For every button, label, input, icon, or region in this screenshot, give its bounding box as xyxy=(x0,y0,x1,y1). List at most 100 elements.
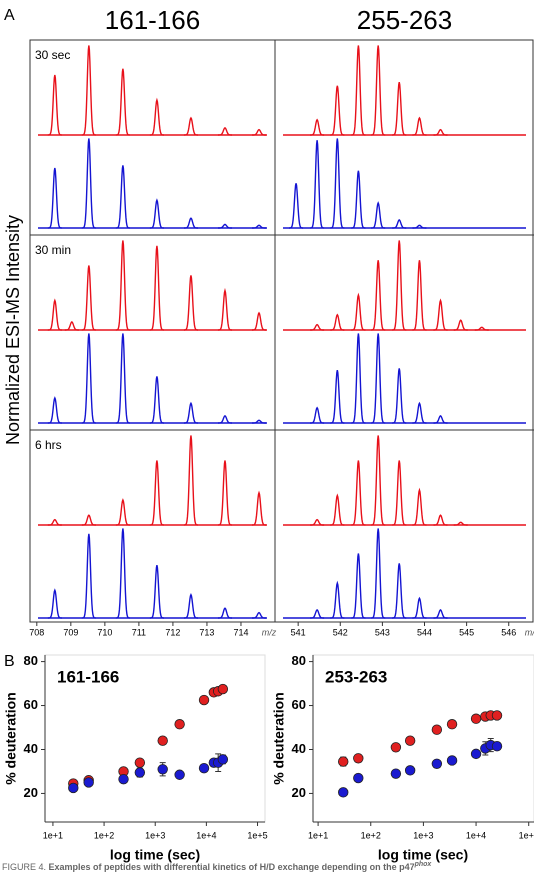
peak xyxy=(392,240,407,331)
peak xyxy=(81,533,96,619)
y-tick-label: 40 xyxy=(292,741,306,756)
peak xyxy=(392,460,407,526)
peak xyxy=(81,265,96,331)
chart-title: 255-263 xyxy=(357,5,452,35)
peak xyxy=(330,370,345,424)
peak xyxy=(47,396,62,424)
x-tick-label: 1e+4 xyxy=(196,830,216,840)
peak xyxy=(310,406,325,424)
peak xyxy=(412,596,427,619)
peak xyxy=(47,588,62,619)
peak xyxy=(371,201,386,229)
peak xyxy=(310,518,325,526)
peak xyxy=(351,45,366,136)
point xyxy=(446,719,458,730)
point xyxy=(353,772,364,784)
point xyxy=(404,765,416,776)
peak xyxy=(310,140,325,229)
x-tick-label: 1e+3 xyxy=(413,830,433,840)
peak xyxy=(217,223,232,229)
peak xyxy=(371,333,386,424)
peak xyxy=(392,219,407,229)
peak xyxy=(371,528,386,619)
point xyxy=(390,742,402,753)
y-tick-label: 40 xyxy=(24,741,38,756)
peak xyxy=(252,611,267,619)
point xyxy=(470,713,482,724)
peak xyxy=(392,368,407,424)
peak xyxy=(351,170,366,229)
point xyxy=(198,762,210,774)
x-axis-title: log time (sec) xyxy=(378,847,468,863)
x-axis-title: m/z xyxy=(525,627,534,637)
x-tick-label: 545 xyxy=(459,627,474,637)
x-tick-label: 1e+4 xyxy=(466,830,486,840)
peak xyxy=(392,82,407,136)
y-tick-label: 80 xyxy=(292,653,306,668)
peak xyxy=(217,287,232,331)
row-label: 6 hrs xyxy=(35,438,62,452)
peak xyxy=(115,165,130,229)
point xyxy=(338,787,349,798)
chart-title: 161-166 xyxy=(105,5,200,35)
peak xyxy=(252,224,267,229)
point xyxy=(390,768,402,779)
row-label: 30 min xyxy=(35,243,71,257)
peak xyxy=(183,401,198,424)
peak xyxy=(453,521,468,526)
peak xyxy=(183,217,198,229)
peak xyxy=(252,311,267,331)
point xyxy=(83,777,94,788)
peak xyxy=(252,419,267,424)
x-tick-label: 708 xyxy=(29,627,44,637)
x-tick-label: 712 xyxy=(165,627,180,637)
x-tick-label: 1e+3 xyxy=(145,830,165,840)
x-tick-label: 711 xyxy=(132,627,146,637)
x-tick-label: 1e+2 xyxy=(94,830,114,840)
x-tick-label: 543 xyxy=(375,627,390,637)
panel-label: A xyxy=(4,7,15,24)
point xyxy=(157,735,168,746)
panel-label: B xyxy=(4,653,15,670)
y-tick-label: 60 xyxy=(292,697,306,712)
x-tick-label: 1e+5 xyxy=(247,830,267,840)
point xyxy=(353,753,364,764)
peak xyxy=(252,128,267,136)
peak xyxy=(433,609,448,619)
peak xyxy=(433,414,448,424)
point xyxy=(431,724,443,735)
peak xyxy=(412,401,427,424)
point xyxy=(68,782,79,794)
point xyxy=(174,769,185,780)
x-tick-label: 542 xyxy=(333,627,348,637)
point xyxy=(174,719,185,730)
x-axis-title: log time (sec) xyxy=(110,847,200,863)
chart-title: 161-166 xyxy=(57,667,119,686)
x-tick-label: 710 xyxy=(97,627,112,637)
peak xyxy=(412,260,427,331)
point xyxy=(491,710,503,721)
y-axis-title: Normalized ESI-MS Intensity xyxy=(3,215,23,445)
peak xyxy=(81,138,96,229)
point xyxy=(404,735,416,746)
y-tick-label: 60 xyxy=(24,697,38,712)
point xyxy=(446,755,458,766)
x-tick-label: 546 xyxy=(501,627,516,637)
peak xyxy=(330,138,345,229)
point xyxy=(491,740,503,752)
peak xyxy=(81,514,96,526)
caption-text: Examples of peptides with differential k… xyxy=(49,862,415,872)
peak xyxy=(453,319,468,331)
point xyxy=(134,757,146,768)
peak xyxy=(47,74,62,136)
peak xyxy=(330,580,345,619)
peak xyxy=(115,498,130,526)
frame xyxy=(29,39,534,623)
chart-title: 253-263 xyxy=(325,667,387,686)
point xyxy=(338,756,349,767)
peak xyxy=(217,607,232,619)
y-tick-label: 20 xyxy=(24,785,38,800)
peak xyxy=(433,298,448,331)
peak xyxy=(371,260,386,331)
peak xyxy=(81,333,96,424)
